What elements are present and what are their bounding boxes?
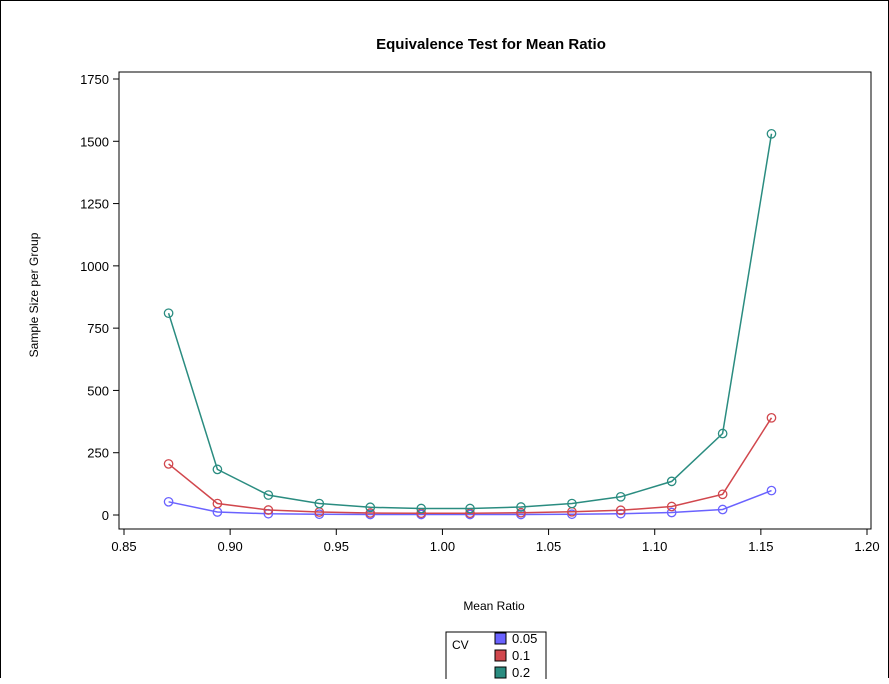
data-point (717, 504, 728, 515)
x-tick-label: 0.90 (217, 539, 242, 554)
x-axis-label: Mean Ratio (463, 599, 525, 613)
y-tick-label: 250 (87, 446, 109, 461)
legend-title: CV (452, 638, 469, 652)
data-point (516, 507, 526, 518)
data-point (717, 489, 728, 500)
legend-swatch (494, 666, 507, 679)
x-tick-label: 1.05 (536, 539, 561, 554)
legend-label: 0.1 (512, 648, 530, 663)
x-axis: 0.85 0.90 0.95 1.00 1.05 1.10 1.15 1.20 (111, 529, 880, 554)
series-line (168, 417, 773, 515)
x-tick-label: 1.20 (854, 539, 879, 554)
data-point (666, 507, 677, 518)
data-point (212, 464, 223, 475)
data-point (615, 491, 626, 502)
data-point (163, 308, 174, 319)
y-tick-label: 1000 (80, 259, 109, 274)
data-point (314, 498, 325, 509)
series-0.2 (163, 128, 777, 514)
data-point (365, 508, 376, 518)
y-axis: 0 250 500 750 1000 1250 1500 1750 (80, 72, 119, 523)
data-point (766, 412, 777, 423)
y-tick-label: 0 (102, 508, 109, 523)
series-layer (163, 128, 777, 520)
y-tick-label: 1500 (80, 134, 109, 149)
data-point (263, 505, 274, 515)
data-point (212, 498, 223, 509)
y-tick-label: 750 (87, 321, 109, 336)
data-point (567, 498, 577, 509)
legend-swatch (494, 649, 507, 662)
data-point (766, 128, 777, 139)
data-point (516, 502, 526, 512)
data-point (666, 501, 677, 512)
series-0.1 (163, 412, 777, 519)
data-point (567, 509, 577, 520)
legend-swatch (494, 632, 507, 645)
y-axis-label: Sample Size per Group (27, 232, 41, 357)
legend-items: 0.05 0.1 0.2 (494, 631, 537, 680)
x-tick-label: 0.95 (324, 539, 349, 554)
data-point (465, 503, 475, 514)
x-tick-label: 1.15 (748, 539, 773, 554)
data-point (717, 428, 728, 439)
y-tick-label: 1250 (80, 197, 109, 212)
data-point (163, 459, 174, 469)
y-tick-label: 1750 (80, 72, 109, 87)
series-line (167, 133, 773, 510)
data-point (365, 502, 376, 513)
x-tick-label: 1.00 (430, 539, 455, 554)
y-tick-label: 500 (87, 383, 109, 398)
data-point (666, 476, 677, 487)
data-point (416, 503, 427, 514)
data-point (163, 496, 174, 507)
chart-title: Equivalence Test for Mean Ratio (376, 36, 606, 53)
legend-label: 0.05 (512, 631, 537, 646)
legend-label: 0.2 (512, 665, 530, 679)
data-point (615, 505, 626, 516)
x-tick-label: 0.85 (111, 539, 136, 554)
data-point (263, 490, 274, 500)
legend: CV 0.05 0.1 0.2 (445, 631, 547, 684)
plot-area (118, 71, 872, 530)
data-point (766, 485, 777, 496)
x-tick-label: 1.10 (642, 539, 667, 554)
